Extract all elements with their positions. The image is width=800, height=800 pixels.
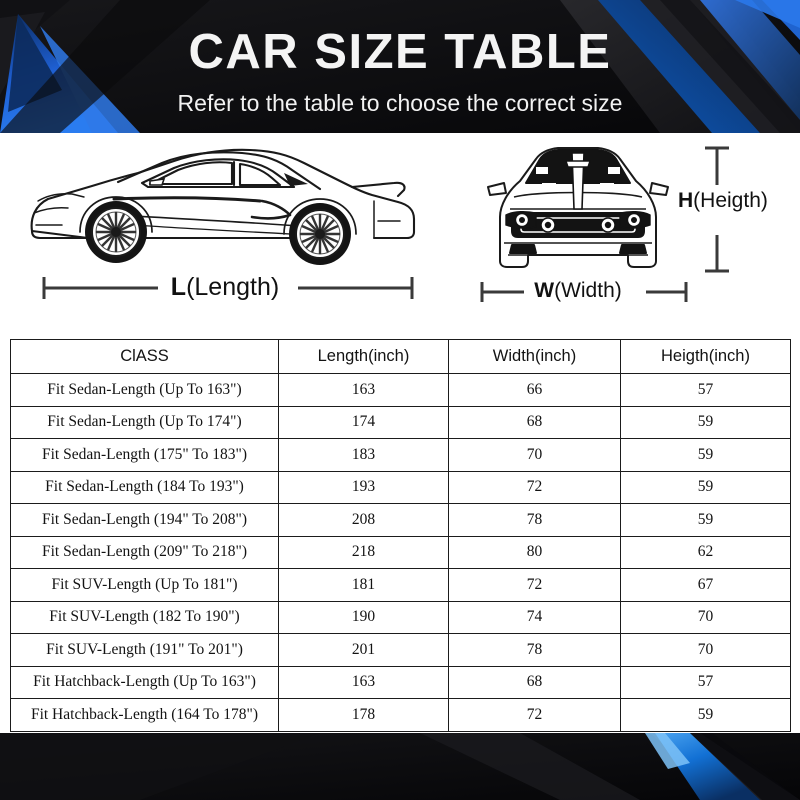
footer-background-graphic (0, 733, 800, 800)
cell-length: 208 (278, 503, 449, 537)
car-size-table-container: ClASS Length(inch) Width(inch) Heigth(in… (10, 339, 791, 732)
table-row: Fit Sedan-Length (Up To 163") 163 66 57 (10, 373, 791, 407)
table-row: Fit SUV-Length (182 To 190") 190 74 70 (10, 600, 791, 634)
cell-height: 57 (620, 373, 791, 407)
cell-width: 68 (448, 665, 621, 699)
cell-length: 218 (278, 535, 449, 569)
table-row: Fit Sedan-Length (Up To 174") 174 68 59 (10, 405, 791, 439)
table-row: Fit Sedan-Length (184 To 193") 193 72 59 (10, 470, 791, 504)
column-header-height: Heigth(inch) (620, 339, 791, 374)
column-header-class: ClASS (10, 339, 279, 374)
column-header-length: Length(inch) (278, 339, 449, 374)
cell-width: 72 (448, 568, 621, 602)
cell-width: 72 (448, 698, 621, 732)
table-header-row: ClASS Length(inch) Width(inch) Heigth(in… (10, 339, 791, 374)
cell-length: 163 (278, 373, 449, 407)
car-size-table: ClASS Length(inch) Width(inch) Heigth(in… (10, 339, 791, 732)
length-text: (Length) (186, 273, 280, 301)
cell-height: 70 (620, 633, 791, 667)
car-front-view-icon (487, 147, 669, 268)
cell-class: Fit Sedan-Length (194" To 208") (10, 503, 279, 537)
cell-height: 70 (620, 600, 791, 634)
cell-length: 174 (278, 405, 449, 439)
length-dimension-label: L(Length) (0, 275, 450, 300)
height-symbol: H (678, 189, 694, 212)
height-dimension-line (705, 146, 729, 273)
width-text: (Width) (554, 279, 622, 302)
cell-length: 183 (278, 438, 449, 472)
table-row: Fit Hatchback-Length (164 To 178") 178 72 5… (10, 698, 791, 732)
cell-height: 67 (620, 568, 791, 602)
cell-class: Fit SUV-Length (Up To 181") (10, 568, 279, 602)
cell-class: Fit Sedan-Length (175" To 183") (10, 438, 279, 472)
cell-length: 181 (278, 568, 449, 602)
width-dimension-label: W(Width) (468, 280, 688, 301)
car-dimension-diagram: L(Length) W(Width) H(Heigth) (0, 133, 800, 333)
banner-background-graphic (0, 0, 800, 133)
cell-height: 59 (620, 405, 791, 439)
cell-width: 78 (448, 503, 621, 537)
table-row: Fit Hatchback-Length (Up To 163") 163 68 57 (10, 665, 791, 699)
width-dimension-line (480, 282, 688, 302)
length-dimension-line (42, 277, 414, 299)
table-row: Fit Sedan-Length (194" To 208") 208 78 59 (10, 503, 791, 537)
cell-length: 193 (278, 470, 449, 504)
cell-width: 68 (448, 405, 621, 439)
cell-length: 163 (278, 665, 449, 699)
table-row: Fit Sedan-Length (175" To 183") 183 70 59 (10, 438, 791, 472)
cell-class: Fit Hatchback-Length (164 To 178") (10, 698, 279, 732)
table-row: Fit SUV-Length (191" To 201") 201 78 70 (10, 633, 791, 667)
cell-width: 66 (448, 373, 621, 407)
height-dimension-label: H(Heigth) (678, 190, 768, 211)
cell-height: 59 (620, 503, 791, 537)
car-side-view-icon (30, 148, 416, 265)
table-body: Fit Sedan-Length (Up To 163") 163 66 57 Fit … (10, 373, 791, 732)
cell-width: 72 (448, 470, 621, 504)
cell-height: 59 (620, 470, 791, 504)
column-header-width: Width(inch) (448, 339, 621, 374)
footer-banner (0, 733, 800, 800)
cell-class: Fit Sedan-Length (209" To 218") (10, 535, 279, 569)
page-subtitle: Refer to the table to choose the correct… (177, 90, 623, 116)
cell-length: 190 (278, 600, 449, 634)
front-wheel (85, 201, 147, 263)
cell-class: Fit SUV-Length (191" To 201") (10, 633, 279, 667)
cell-class: Fit Sedan-Length (184 To 193") (10, 470, 279, 504)
table-row: Fit Sedan-Length (209" To 218") 218 80 62 (10, 535, 791, 569)
cell-height: 59 (620, 698, 791, 732)
cell-height: 59 (620, 438, 791, 472)
cell-width: 70 (448, 438, 621, 472)
length-symbol: L (170, 273, 187, 301)
height-text: (Heigth) (693, 189, 768, 212)
cell-class: Fit Sedan-Length (Up To 163") (10, 373, 279, 407)
cell-length: 178 (278, 698, 449, 732)
cell-length: 201 (278, 633, 449, 667)
rear-wheel (289, 203, 351, 265)
width-symbol: W (534, 279, 555, 302)
cell-width: 74 (448, 600, 621, 634)
cell-height: 62 (620, 535, 791, 569)
header-banner: CAR SIZE TABLE Refer to the table to cho… (0, 0, 800, 133)
cell-class: Fit Sedan-Length (Up To 174") (10, 405, 279, 439)
page-title: CAR SIZE TABLE (188, 25, 612, 79)
cell-height: 57 (620, 665, 791, 699)
cell-class: Fit SUV-Length (182 To 190") (10, 600, 279, 634)
cell-class: Fit Hatchback-Length (Up To 163") (10, 665, 279, 699)
cell-width: 78 (448, 633, 621, 667)
cell-width: 80 (448, 535, 621, 569)
table-row: Fit SUV-Length (Up To 181") 181 72 67 (10, 568, 791, 602)
